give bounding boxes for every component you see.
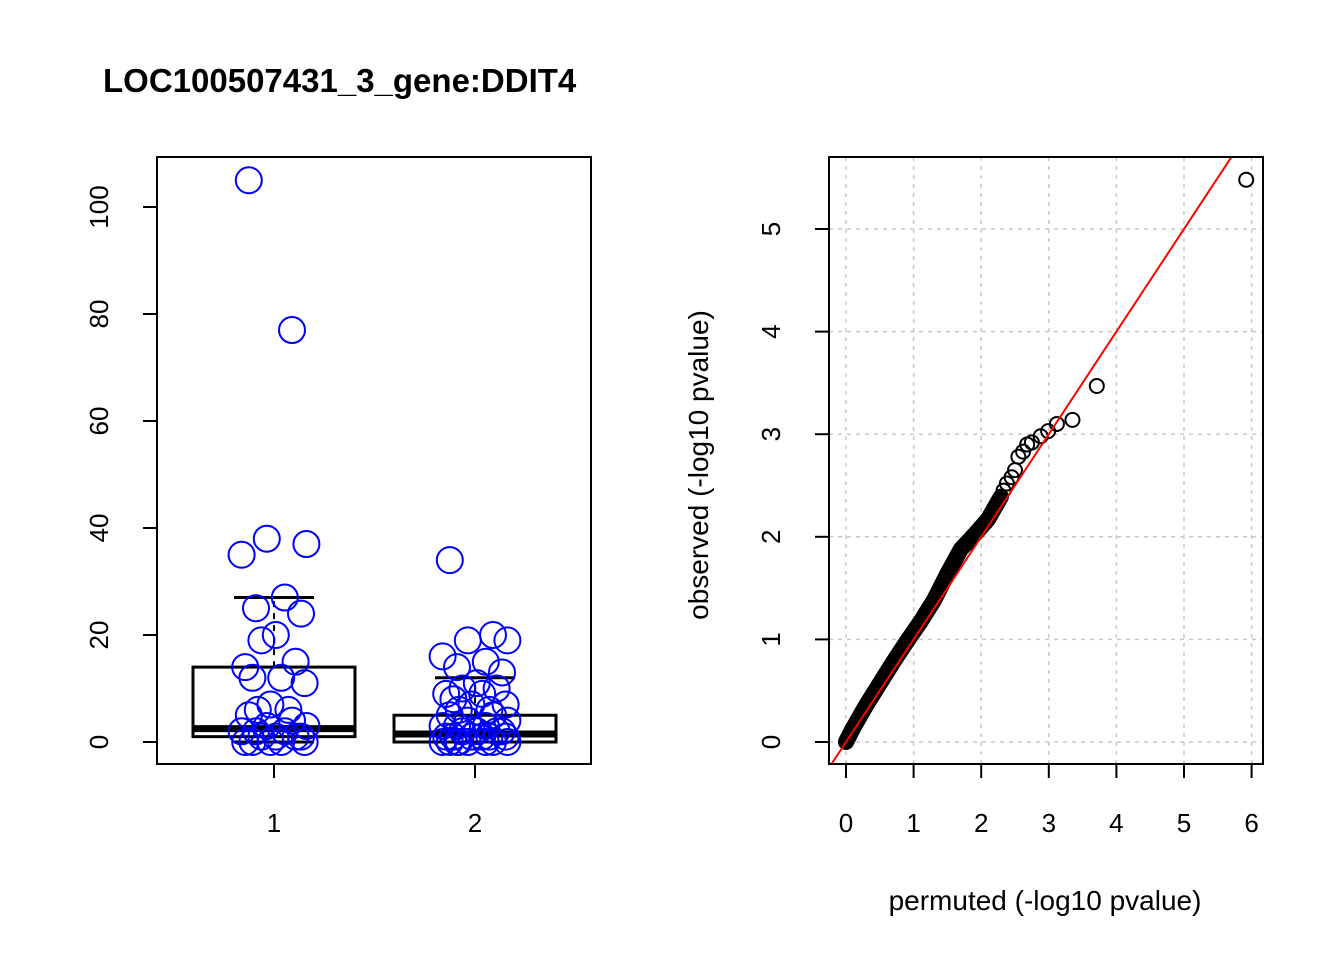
data-point [267,728,296,756]
right-y-tick-label: 3 [756,427,786,441]
data-point [270,583,299,612]
data-point [238,663,267,692]
data-point [1007,462,1023,479]
right-x-tick-label: 6 [1244,808,1258,838]
right-y-tick-label: 0 [756,735,786,749]
data-point [444,695,473,724]
right-x-tick-label: 0 [839,808,853,838]
data-point [998,475,1015,492]
right-x-tick-label: 4 [1109,808,1123,838]
right-point-group [838,171,1255,750]
data-point [247,722,276,751]
data-point [1015,443,1032,460]
data-point [443,653,471,682]
data-point [457,722,486,751]
data-point [488,658,516,687]
data-point [471,728,500,756]
data-point [292,530,321,559]
data-point [1088,377,1105,394]
data-point [261,621,290,649]
data-point [493,728,522,756]
data-point [238,728,267,756]
data-point [443,711,471,740]
left-y-tick-label: 0 [84,735,114,749]
data-point [435,546,464,575]
data-point [479,621,507,649]
data-point [227,717,256,746]
left-x-tick-label: 1 [267,808,281,838]
right-x-tick-label: 2 [974,808,988,838]
data-point [227,540,256,569]
data-point [274,695,303,724]
right-y-axis: 0 1 2 3 4 5 [756,222,830,749]
data-point [261,722,290,751]
data-point [287,599,315,628]
left-y-tick-label: 80 [84,300,114,329]
data-point [256,728,285,756]
data-point [428,711,457,740]
data-point [475,722,504,751]
right-x-tick-label: 5 [1177,808,1191,838]
right-y-tick-label: 4 [756,324,786,338]
x-axis-label: permuted (-log10 pvalue) [889,885,1202,916]
data-point [453,626,482,655]
data-point [435,728,464,756]
right-y-tick-label: 5 [756,222,786,236]
data-point [247,626,276,655]
data-point [252,524,281,553]
data-point [242,717,270,746]
right-y-tick-label: 1 [756,632,786,646]
data-point [482,674,511,703]
right-x-tick-label: 3 [1042,808,1056,838]
data-point [234,701,263,730]
data-point [290,728,319,756]
left-x-tick-label: 2 [468,808,482,838]
left-y-axis: 0 20 40 60 80 100 [84,185,158,749]
data-point [234,166,263,195]
data-point [448,674,477,703]
y-axis-label: observed (-log10 pvalue) [683,310,714,620]
data-point [243,695,272,724]
data-point [1064,411,1081,428]
data-point [1238,171,1255,188]
left-y-tick-label: 20 [84,621,114,650]
data-point [290,669,319,698]
data-point [242,594,270,623]
left-y-tick-label: 40 [84,514,114,543]
data-point [278,316,306,345]
data-point [443,728,471,756]
reference-line [830,157,1233,764]
data-point [493,626,522,655]
right-y-tick-label: 2 [756,530,786,544]
right-x-axis: 0 1 2 3 4 5 6 [839,763,1259,838]
data-point [267,663,296,692]
data-point [428,642,457,671]
data-point [428,728,457,756]
left-point-group [227,166,522,756]
left-y-tick-label: 100 [84,185,114,228]
left-y-tick-label: 60 [84,407,114,436]
right-x-tick-label: 1 [906,808,920,838]
chart-title: LOC100507431_3_gene:DDIT4 [103,62,577,99]
